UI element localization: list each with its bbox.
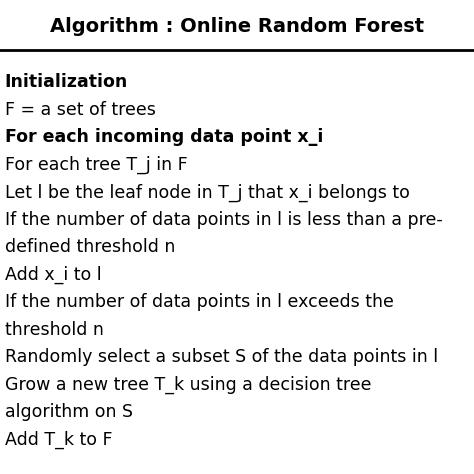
Text: Algorithm : Online Random Forest: Algorithm : Online Random Forest: [50, 17, 424, 36]
Text: Randomly select a subset S of the data points in l: Randomly select a subset S of the data p…: [5, 348, 438, 366]
Text: Grow a new tree T_k using a decision tree: Grow a new tree T_k using a decision tre…: [5, 376, 371, 394]
Text: algorithm on S: algorithm on S: [5, 403, 133, 421]
Text: For each incoming data point x_i: For each incoming data point x_i: [5, 128, 323, 146]
Text: If the number of data points in l exceeds the: If the number of data points in l exceed…: [5, 293, 393, 311]
Text: For each tree T_j in F: For each tree T_j in F: [5, 156, 187, 174]
Text: Let l be the leaf node in T_j that x_i belongs to: Let l be the leaf node in T_j that x_i b…: [5, 183, 410, 202]
Text: Add T_k to F: Add T_k to F: [5, 431, 112, 449]
Text: Initialization: Initialization: [5, 73, 128, 91]
Text: defined threshold n: defined threshold n: [5, 238, 175, 256]
Text: Add x_i to l: Add x_i to l: [5, 266, 101, 284]
Text: threshold n: threshold n: [5, 321, 104, 339]
Text: If the number of data points in l is less than a pre-: If the number of data points in l is les…: [5, 211, 443, 229]
Text: F = a set of trees: F = a set of trees: [5, 101, 155, 119]
